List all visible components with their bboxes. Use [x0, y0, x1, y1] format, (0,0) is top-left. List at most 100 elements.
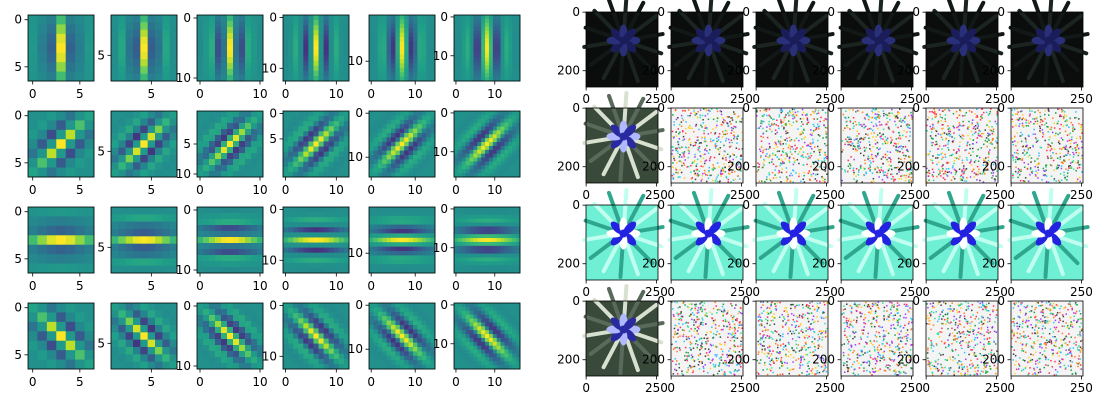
gabor-cell: [465, 18, 470, 24]
gabor-cell: [485, 169, 490, 174]
gabor-cell: [516, 326, 521, 331]
gabor-cell: [338, 30, 345, 36]
ytick-label: 200: [642, 160, 665, 174]
gabor-cell: [328, 136, 335, 142]
gabor-cell: [333, 217, 340, 223]
gabor-cell: [318, 363, 325, 370]
noise-speck: [708, 174, 711, 177]
noise-speck: [695, 113, 698, 115]
gabor-cell: [508, 169, 513, 174]
gabor-cell: [328, 35, 335, 41]
gabor-cell: [293, 161, 299, 168]
noise-speck: [712, 167, 715, 169]
gabor-cell: [162, 155, 171, 163]
gabor-cell: [391, 111, 396, 116]
gabor-cell: [477, 169, 482, 174]
gabor-cell: [251, 345, 258, 352]
gabor-cell: [369, 303, 374, 308]
gabor-cell: [65, 303, 76, 313]
gabor-cell: [430, 168, 436, 173]
gabor-cell: [251, 123, 258, 130]
gabor-cell: [395, 63, 401, 69]
gabor-cell: [504, 126, 509, 131]
noise-speck: [698, 147, 701, 149]
gabor-cell: [391, 325, 396, 330]
gabor-cell: [118, 15, 127, 23]
noise-speck: [715, 126, 717, 129]
gabor-cell: [245, 45, 252, 52]
gabor-cell: [288, 141, 294, 147]
noise-speck: [812, 123, 815, 126]
gabor-cell: [430, 45, 436, 51]
ytick-label: 10: [433, 49, 448, 63]
gabor-cell: [239, 219, 246, 226]
gabor-cell: [111, 29, 119, 38]
gabor-cell: [75, 139, 85, 150]
gabor-cell: [382, 264, 387, 269]
gabor-cell: [323, 141, 330, 147]
gabor-cell: [118, 125, 127, 134]
gabor-cell: [323, 348, 330, 355]
gabor-cell: [308, 65, 314, 72]
gabor-cell: [75, 207, 85, 217]
gabor-cell: [469, 349, 474, 354]
noise-speck: [802, 178, 805, 181]
noise-speck: [803, 128, 805, 131]
gabor-cell: [283, 75, 289, 82]
gabor-cell: [391, 316, 396, 321]
ytick-label: 10: [262, 349, 277, 363]
gabor-cell: [430, 207, 436, 212]
gabor-cell: [408, 32, 414, 38]
gabor-cell: [140, 361, 149, 370]
gabor-cell: [386, 320, 392, 326]
gabor-cell: [333, 207, 340, 213]
noise-speck: [785, 152, 787, 154]
noise-speck: [687, 165, 690, 168]
gabor-cell: [84, 62, 95, 72]
gabor-cell: [318, 111, 325, 117]
noise-speck: [720, 173, 722, 176]
gabor-cell: [469, 322, 474, 327]
gabor-cell: [318, 116, 325, 122]
gabor-cell: [516, 57, 521, 62]
gabor-cell: [504, 42, 509, 47]
flower-center: [959, 36, 968, 45]
noise-speck: [818, 151, 821, 154]
gabor-cell: [288, 116, 294, 122]
gabor-cell: [293, 237, 299, 243]
gabor-cell: [500, 234, 505, 239]
gabor-cell: [512, 69, 517, 74]
gabor-cell: [426, 168, 431, 173]
gabor-cell: [377, 255, 383, 261]
gabor-cell: [308, 212, 314, 218]
gabor-cell: [382, 150, 387, 156]
gabor-cell: [46, 350, 57, 360]
noise-speck: [677, 172, 679, 174]
noise-speck: [733, 131, 735, 133]
noise-speck: [789, 110, 791, 112]
gabor-cell: [504, 318, 509, 323]
gabor-cell: [496, 353, 501, 358]
gabor-cell: [386, 124, 392, 129]
gabor-cell: [473, 322, 478, 327]
gabor-cell: [485, 337, 490, 343]
gabor-cell: [84, 52, 95, 63]
gabor-cell: [28, 148, 38, 159]
gabor-cell: [373, 124, 379, 129]
gabor-cell: [343, 328, 350, 334]
gabor-cell: [496, 173, 501, 178]
noise-speck: [700, 165, 702, 167]
gabor-cell: [323, 343, 330, 350]
gabor-cell: [426, 251, 431, 256]
gabor-cell: [377, 115, 383, 121]
noise-speck: [769, 125, 771, 128]
noise-speck: [699, 116, 702, 119]
gabor-cell: [65, 148, 76, 159]
gabor-cell: [417, 351, 423, 357]
gabor-cell: [496, 38, 501, 43]
gabor-cell: [338, 222, 345, 228]
gabor-cell: [169, 214, 178, 223]
gabor-cell: [308, 116, 314, 122]
noise-speck: [740, 118, 743, 121]
gabor-cell: [488, 145, 494, 151]
